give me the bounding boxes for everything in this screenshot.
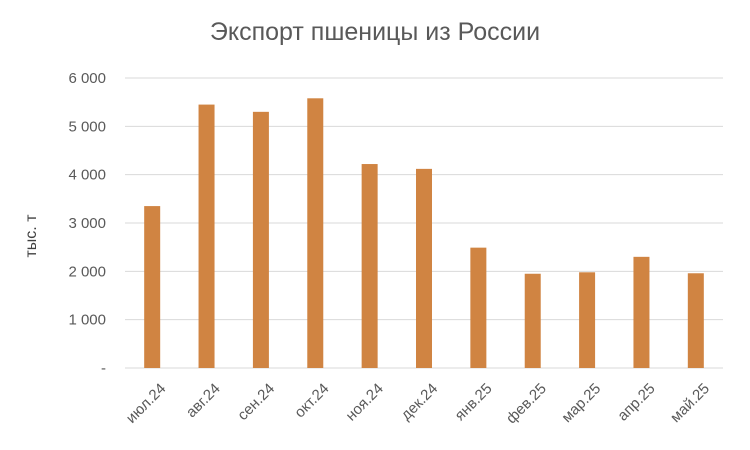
y-tick-label: 2 000 [68,263,106,280]
bar [361,164,378,368]
x-tick-label: янв.25 [452,380,496,424]
bar [198,104,215,368]
y-tick-label: - [101,360,106,377]
bar [144,206,161,368]
bar [579,272,596,368]
bar [307,98,324,369]
x-tick-label: ноя.24 [343,380,387,424]
y-tick-label: 1 000 [68,312,106,329]
y-tick-label: 5 000 [68,118,106,135]
bar [633,256,650,368]
x-tick-label: авг.24 [183,380,224,421]
x-tick-label: апр.25 [614,380,658,424]
y-tick-label: 6 000 [68,70,106,87]
bar [416,168,432,368]
x-tick-label: дек.24 [398,380,441,423]
bar [524,273,541,368]
x-tick-label: сен.24 [234,380,278,424]
y-tick-label: 3 000 [68,215,106,232]
x-tick-label: мар.25 [558,380,604,426]
chart-title: Экспорт пшеницы из России [209,18,541,46]
x-tick-label: май.25 [667,380,713,426]
bar [470,247,487,368]
bar [687,273,704,368]
y-tick-label: 4 000 [68,167,106,184]
bar [252,111,269,368]
x-tick-label: фев.25 [503,380,550,427]
x-tick-label: июл.24 [123,380,170,427]
x-tick-label: окт.24 [291,380,332,421]
